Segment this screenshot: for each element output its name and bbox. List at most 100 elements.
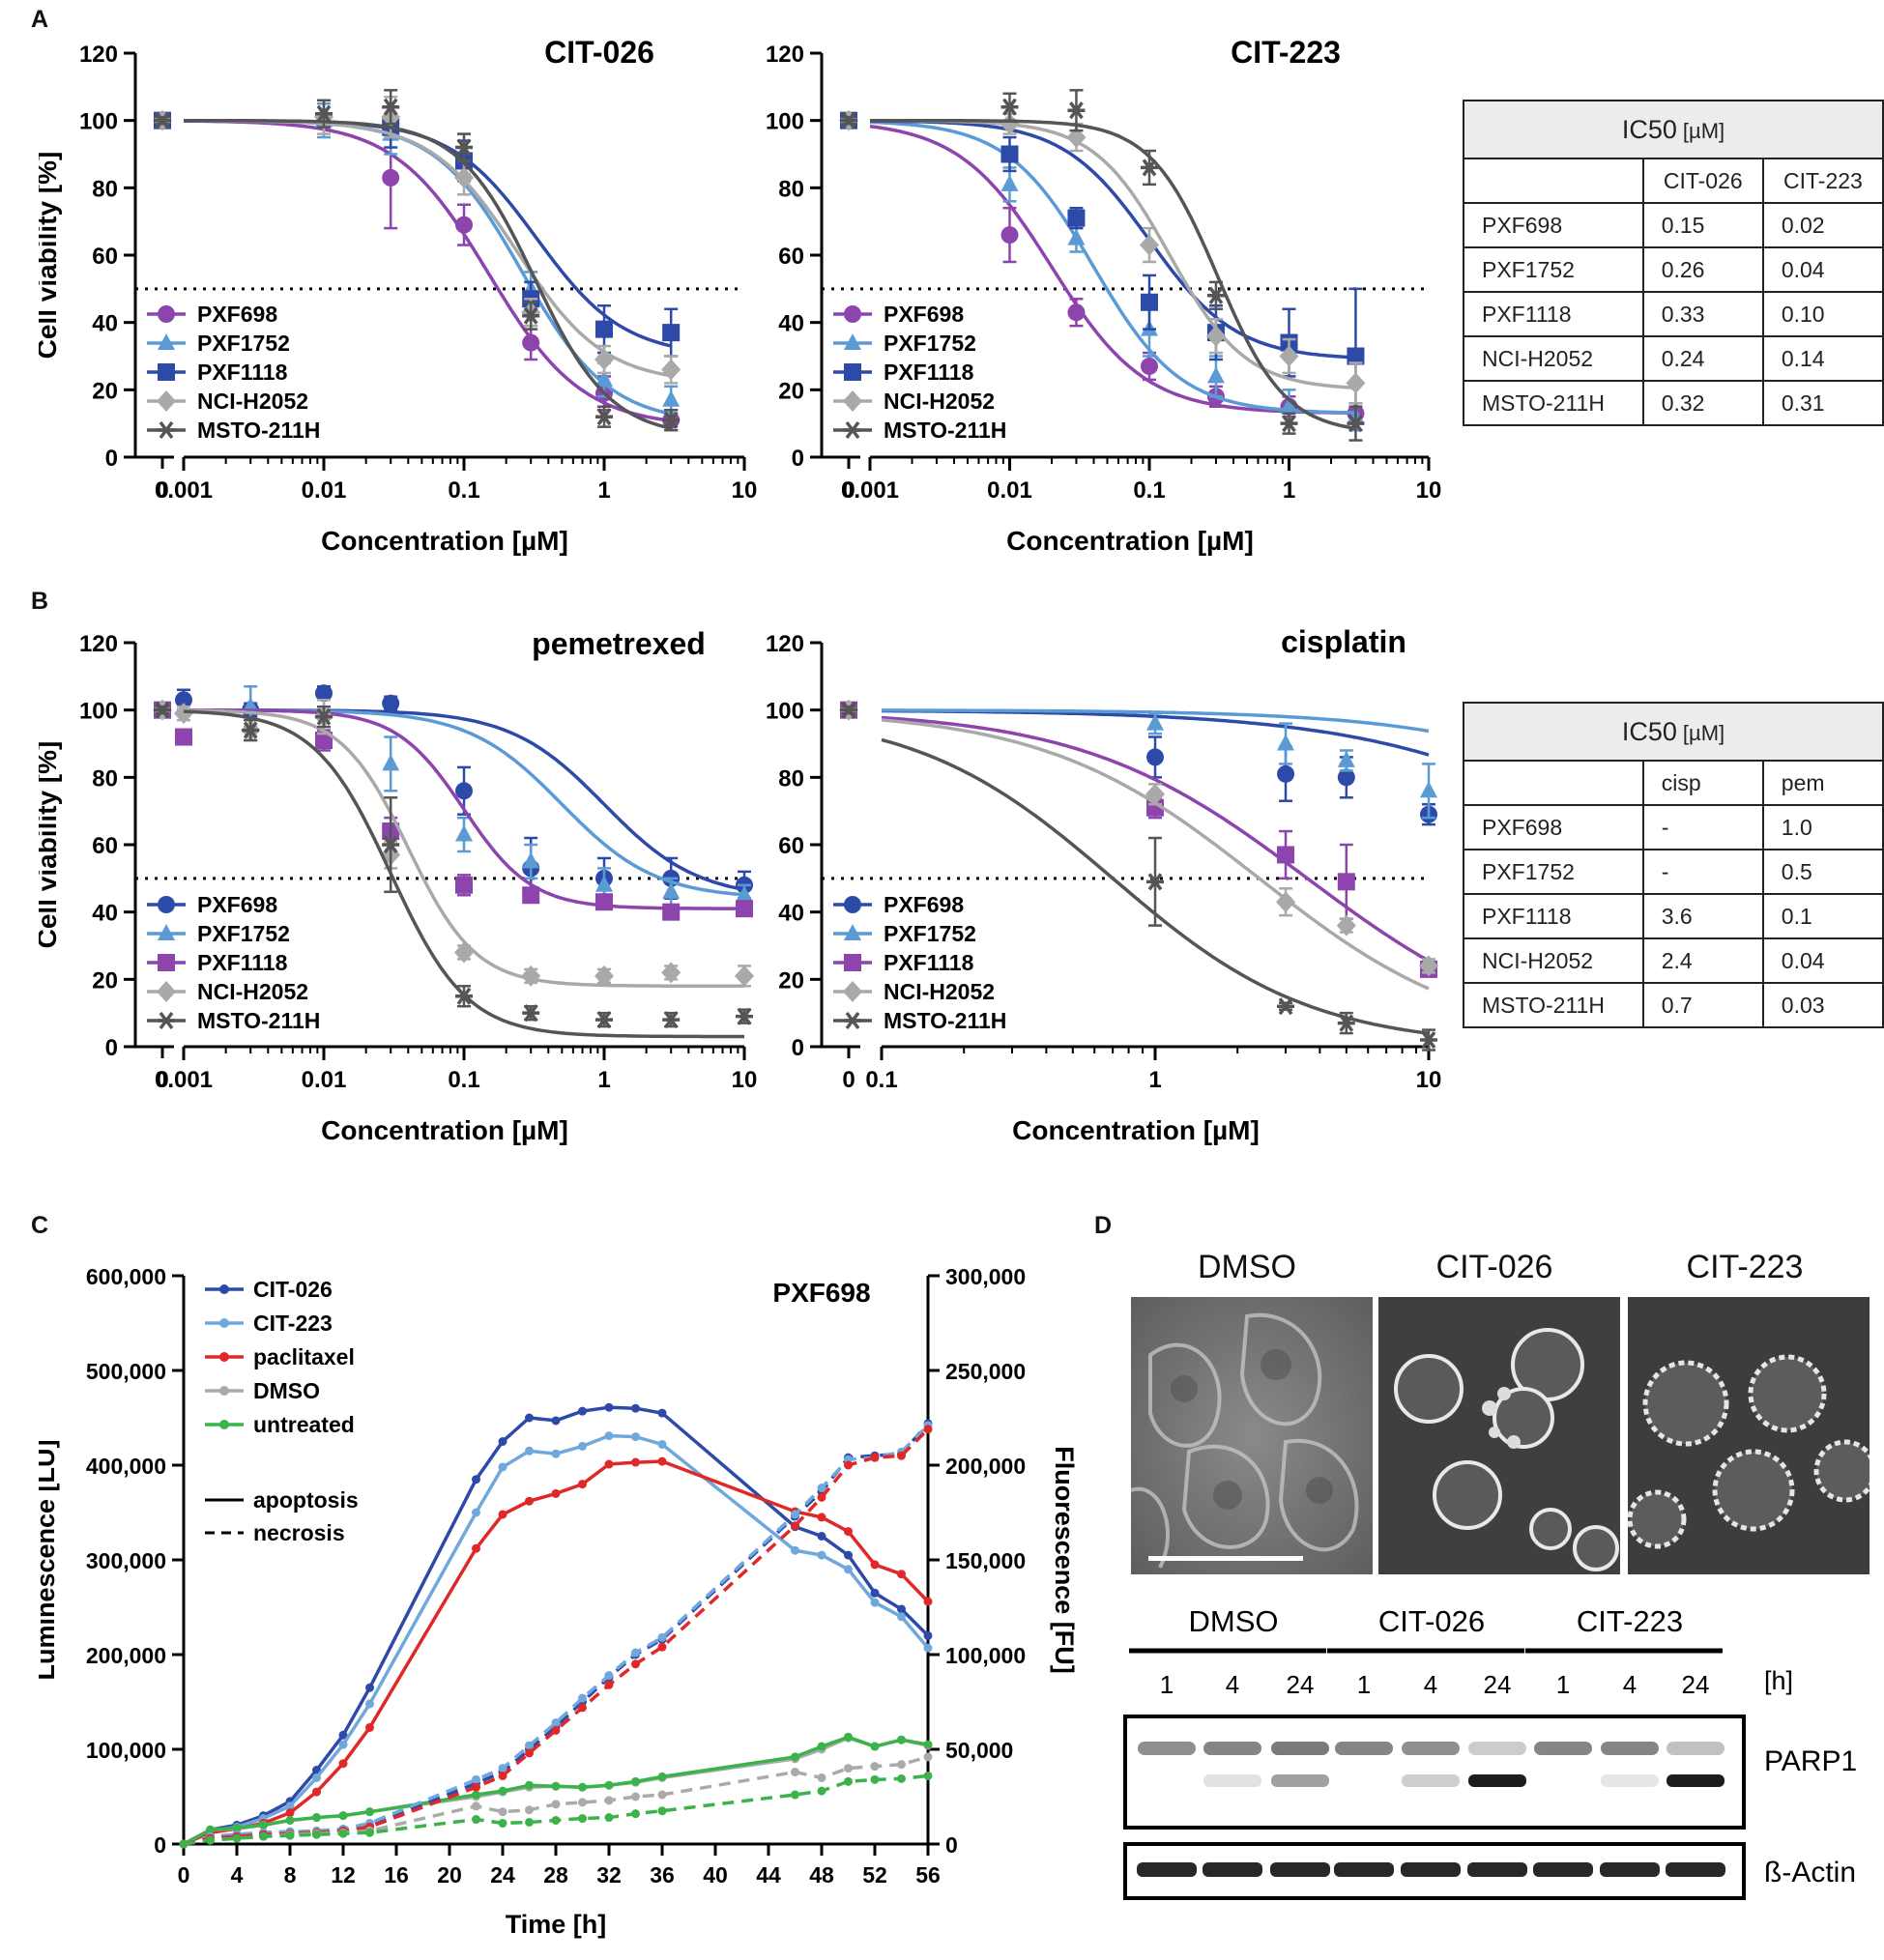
- series-pxf1752: [840, 700, 1437, 820]
- legend-label: PXF698: [884, 302, 964, 327]
- ic50-table-header: IC50 [µM]: [1463, 100, 1884, 159]
- x-tick-label: 56: [915, 1862, 941, 1888]
- y-tick-label: 60: [92, 244, 118, 270]
- legend-label: NCI-H2052: [884, 979, 995, 1004]
- data-point: [315, 104, 333, 123]
- series-line: [183, 1427, 930, 1846]
- data-point: [365, 1722, 374, 1732]
- y-tick-label: 100: [766, 699, 804, 725]
- data-point: [791, 1768, 799, 1777]
- ic50-table-cit: IC50 [µM] CIT-026 CIT-223 PXF698 0.15 0.02 P…: [1463, 100, 1884, 426]
- blot-band-parp1-cleaved: [1271, 1774, 1329, 1787]
- data-point: [923, 1643, 933, 1653]
- blot-band-actin: [1137, 1862, 1197, 1877]
- data-point: [285, 1830, 295, 1840]
- table-row: NCI-H2052 0.24 0.14: [1463, 335, 1884, 382]
- fit-curve-msto-211h: [870, 118, 1356, 431]
- data-point: [735, 965, 754, 987]
- data-point: [1347, 415, 1365, 433]
- data-point: [817, 1513, 826, 1522]
- data-point: [817, 1550, 826, 1560]
- data-point: [1277, 997, 1295, 1016]
- series-line: [183, 1405, 930, 1846]
- y-tick-label: 0: [105, 446, 118, 472]
- data-point: [817, 1532, 826, 1541]
- legend-label: PXF1118: [197, 950, 288, 975]
- chart-title: pemetrexed: [532, 626, 706, 661]
- y2-axis-label: Fluorescence [FU]: [1050, 1446, 1079, 1674]
- x-tick-label: 0: [156, 1067, 168, 1093]
- table-row: PXF1752 0.26 0.04: [1463, 246, 1884, 293]
- blot-timepoint: 24: [1484, 1670, 1512, 1699]
- data-point: [498, 1510, 507, 1519]
- fit-curve-pxf1752: [869, 120, 1356, 415]
- fit-curve-pxf1118: [881, 715, 1430, 963]
- data-point: [870, 1742, 880, 1751]
- data-point: [595, 893, 613, 911]
- data-point: [844, 1776, 853, 1786]
- blot-band-parp1-full: [1271, 1742, 1329, 1755]
- data-point: [242, 721, 260, 739]
- data-point: [578, 1703, 587, 1713]
- legend: CIT-026 CIT-223 paclitaxel DMSO untreated apo…: [205, 1277, 359, 1545]
- legend: PXF698 PXF1752 PXF1118 NCI-H2052 MSTO-211H: [147, 302, 320, 443]
- data-point: [595, 408, 613, 426]
- blot-timepoint: 4: [1424, 1670, 1437, 1699]
- data-point: [315, 684, 333, 703]
- x-axis-label: Concentration [µM]: [1012, 1115, 1260, 1145]
- data-point: [232, 1823, 242, 1832]
- legend-marker: [157, 390, 176, 412]
- y-tick-label: 60: [778, 833, 804, 859]
- data-point: [521, 965, 541, 987]
- data-point: [1346, 372, 1366, 394]
- data-point: [631, 1457, 640, 1467]
- data-point: [604, 1780, 614, 1790]
- data-point: [604, 1402, 614, 1412]
- blot-band-parp1-full: [1534, 1742, 1592, 1755]
- blot-timepoint: 1: [1556, 1670, 1570, 1699]
- legend-marker: [219, 1386, 229, 1396]
- blot-band-actin: [1533, 1862, 1593, 1877]
- data-point: [1146, 748, 1164, 766]
- data-point: [1067, 303, 1086, 322]
- micrograph-label-cit-223: CIT-223: [1686, 1249, 1804, 1285]
- series-msto-211h: [154, 701, 753, 1039]
- data-point: [1337, 750, 1355, 767]
- data-point: [578, 1782, 587, 1792]
- data-point: [455, 824, 473, 842]
- data-point: [312, 1773, 321, 1782]
- series-cit-026-apoptosis: [179, 1402, 933, 1849]
- legend-label: paclitaxel: [253, 1344, 355, 1369]
- series-line: [183, 1736, 929, 1846]
- micrograph-cit-026: [1378, 1297, 1620, 1574]
- blot-band-actin: [1401, 1862, 1461, 1877]
- y-tick-label: 200,000: [86, 1643, 166, 1668]
- table-row: PXF698 0.15 0.02: [1463, 202, 1884, 248]
- data-point: [595, 320, 613, 338]
- y-tick-label: 400,000: [86, 1454, 166, 1479]
- x-tick-label: 0: [842, 1067, 855, 1093]
- data-point: [923, 1771, 933, 1780]
- data-point: [657, 1806, 667, 1816]
- data-point: [455, 987, 473, 1005]
- panel-label-a: A: [31, 6, 49, 33]
- blot-timepoint: 1: [1357, 1670, 1371, 1699]
- data-point: [522, 886, 540, 905]
- ic50-table-header: IC50 [µM]: [1463, 702, 1884, 762]
- data-point: [662, 1011, 681, 1029]
- legend-marker: [844, 954, 861, 971]
- data-point: [154, 111, 171, 130]
- data-point: [1140, 234, 1159, 256]
- data-point: [498, 1764, 507, 1773]
- table-row: MSTO-211H 0.7 0.03: [1463, 982, 1884, 1028]
- blot-band-actin: [1334, 1862, 1394, 1877]
- table-row: PXF698-1.0: [1463, 804, 1884, 850]
- legend-label: apoptosis: [253, 1487, 359, 1513]
- x-tick-label: 16: [384, 1862, 409, 1888]
- blot-band-parp1-full: [1335, 1742, 1393, 1755]
- blot-group-label: CIT-223: [1577, 1604, 1683, 1638]
- data-point: [631, 1432, 640, 1442]
- legend-marker: [219, 1420, 229, 1429]
